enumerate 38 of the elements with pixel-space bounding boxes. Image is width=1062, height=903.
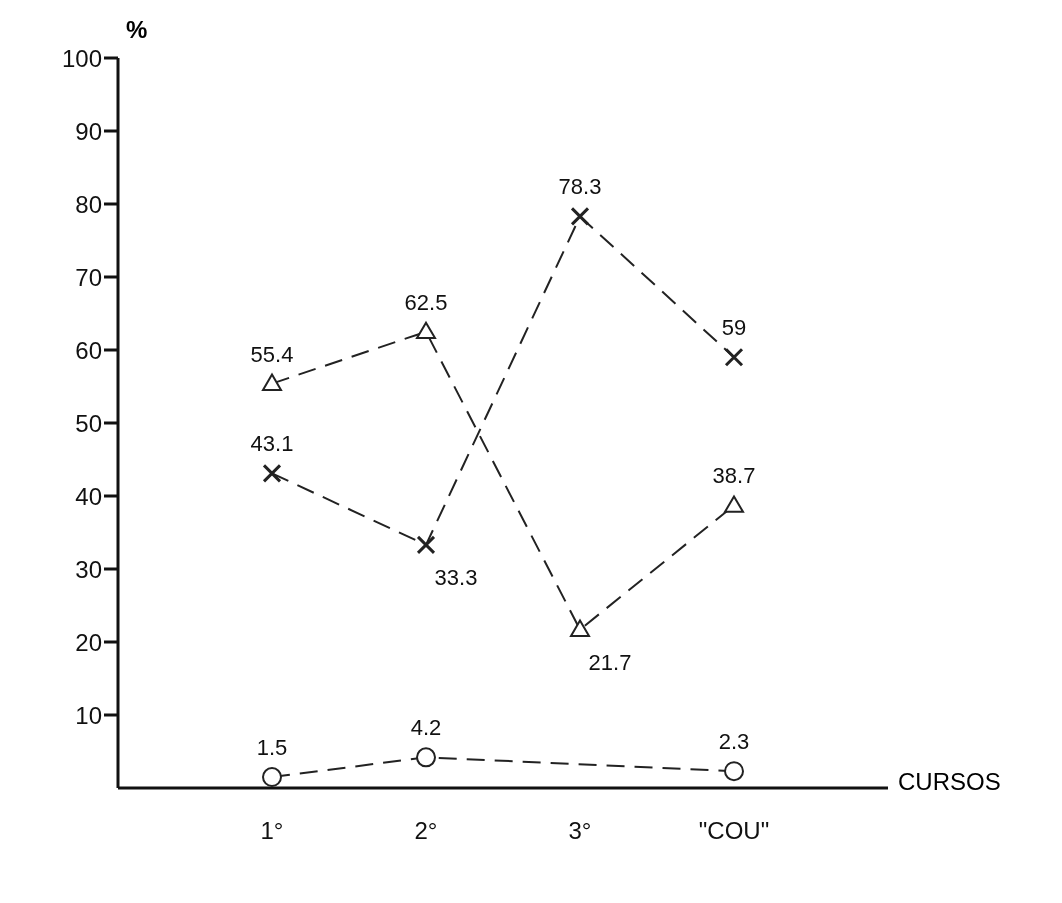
point <box>724 495 744 513</box>
data-label: 33.3 <box>434 564 478 590</box>
x-tick-label: 2° <box>414 817 438 845</box>
y-axis-title: % <box>126 16 148 44</box>
data-label: 2.3 <box>718 729 750 755</box>
data-label: 4.2 <box>410 715 442 741</box>
point <box>416 747 436 768</box>
data-label: 38.7 <box>712 463 756 489</box>
y-tick-label: 60 <box>75 336 102 364</box>
point <box>724 761 744 782</box>
y-tick-label: 20 <box>75 628 102 656</box>
point <box>724 347 744 367</box>
data-label: 62.5 <box>404 289 448 315</box>
y-tick-label: 30 <box>75 555 102 583</box>
point <box>570 206 590 226</box>
y-tick-label: 100 <box>61 44 102 72</box>
point <box>262 767 282 788</box>
x-axis-title: CURSOS <box>898 768 1001 796</box>
y-tick-label: 70 <box>75 263 102 291</box>
y-tick-label: 90 <box>75 117 102 145</box>
x-tick-label: 1° <box>260 817 284 845</box>
data-label: 55.4 <box>250 341 294 367</box>
x-tick-label: 3° <box>568 817 592 845</box>
y-tick-label: 40 <box>75 482 102 510</box>
point <box>416 535 436 555</box>
point <box>262 373 282 391</box>
point <box>416 321 436 340</box>
data-label: 78.3 <box>558 174 602 200</box>
point <box>262 463 282 483</box>
y-tick-label: 10 <box>75 701 102 729</box>
point <box>570 619 590 637</box>
data-label: 1.5 <box>256 735 288 761</box>
x-tick-label: "COU" <box>698 817 770 845</box>
data-label: 43.1 <box>250 431 294 457</box>
y-tick-label: 80 <box>75 190 102 218</box>
data-label: 21.7 <box>588 649 632 675</box>
y-tick-label: 50 <box>75 409 102 437</box>
data-label: 59 <box>721 315 747 341</box>
